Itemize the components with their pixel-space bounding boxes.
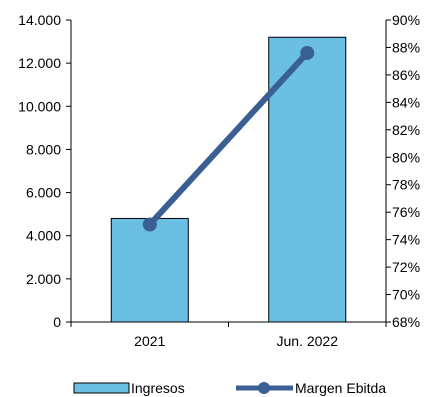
right-tick-label: 70% [392, 287, 420, 303]
right-tick-label: 88% [392, 39, 420, 55]
point-margen-ebitda [142, 217, 157, 232]
left-tick-label: 0 [53, 314, 61, 330]
right-tick-label: 86% [392, 67, 420, 83]
left-axis-ticks: 0 2.000 4.000 6.000 8.000 10.000 12.000 14.000 [18, 12, 71, 330]
right-tick-label: 80% [392, 149, 420, 165]
right-tick-label: 78% [392, 177, 420, 193]
left-tick-label: 4.000 [26, 228, 61, 244]
bars-layer [110, 36, 347, 323]
right-tick-label: 68% [392, 314, 420, 330]
left-tick-label: 12.000 [18, 55, 61, 71]
right-tick-label: 84% [392, 94, 420, 110]
bar-ingresos [110, 217, 189, 323]
legend: Ingresos Margen Ebitda [73, 380, 386, 396]
x-tick-label: Jun. 2022 [277, 333, 339, 349]
legend-swatch-ingresos [73, 382, 130, 394]
left-tick-label: 8.000 [26, 141, 61, 157]
right-tick-label: 90% [392, 12, 420, 28]
right-tick-label: 74% [392, 232, 420, 248]
left-tick-label: 10.000 [18, 98, 61, 114]
right-tick-label: 76% [392, 204, 420, 220]
legend-label-ingresos: Ingresos [131, 380, 185, 396]
left-tick-label: 6.000 [26, 185, 61, 201]
right-tick-label: 72% [392, 259, 420, 275]
line-margen-ebitda [146, 49, 311, 228]
point-margen-ebitda [300, 45, 315, 60]
x-tick-label: 2021 [134, 333, 165, 349]
line-layer [142, 45, 315, 232]
legend-swatch-margen-marker [258, 382, 270, 394]
x-axis-ticks: 2021 Jun. 2022 [70, 322, 387, 349]
right-tick-label: 82% [392, 122, 420, 138]
right-axis-ticks: 68% 70% 72% 74% 76% 78% 80% 82% 84% 86% 88% 90% [386, 12, 420, 330]
left-tick-label: 14.000 [18, 12, 61, 28]
left-tick-label: 2.000 [26, 271, 61, 287]
legend-label-margen-ebitda: Margen Ebitda [295, 380, 386, 396]
